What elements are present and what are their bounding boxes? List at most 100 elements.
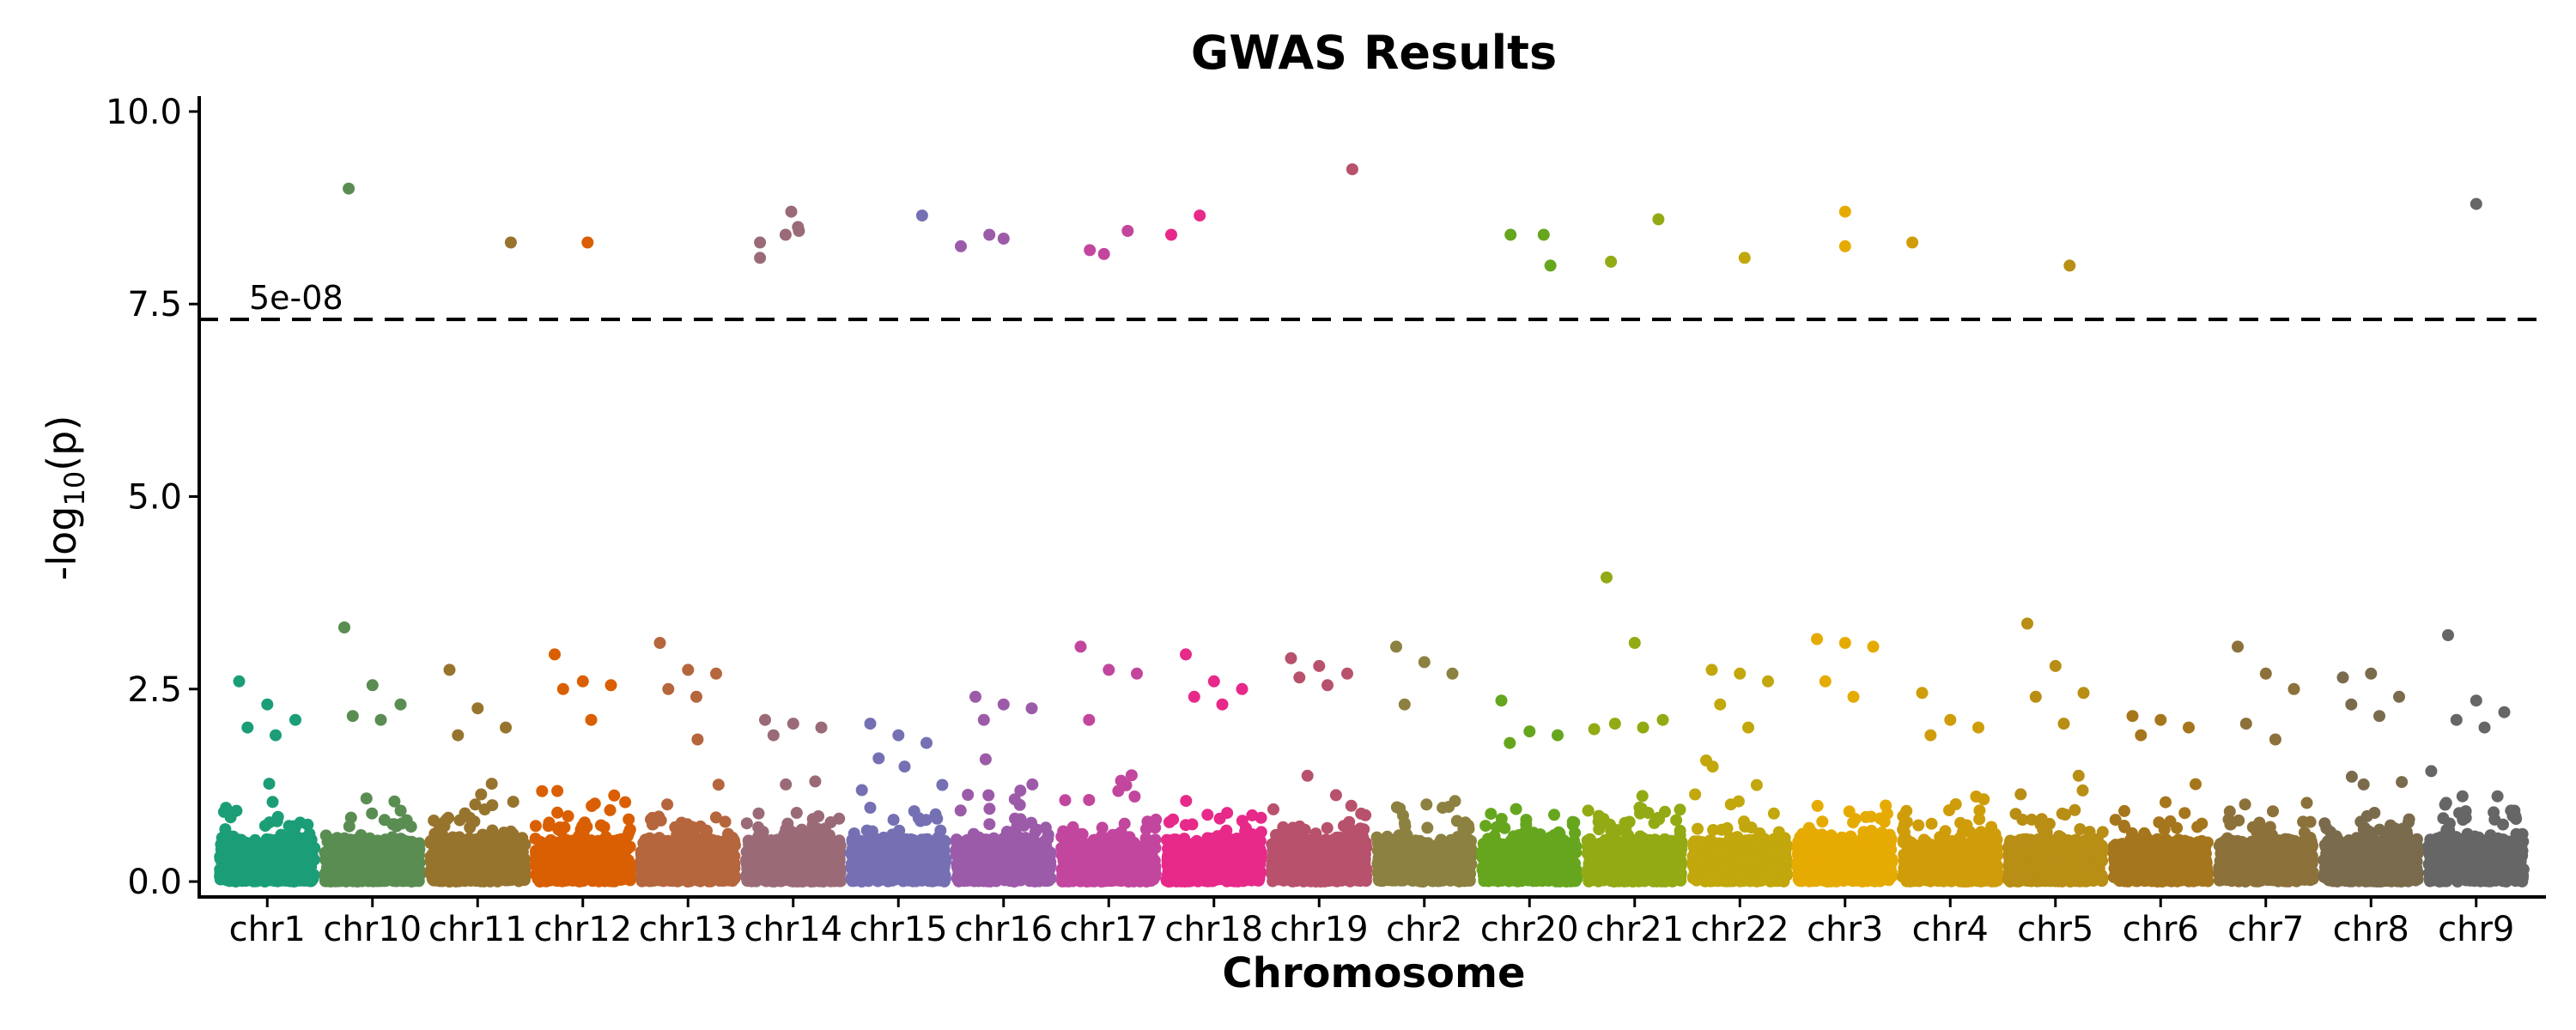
snp-point [298, 860, 311, 873]
snp-point [598, 821, 611, 833]
snp-point [428, 815, 440, 827]
snp-point [390, 820, 403, 833]
snp-point [654, 851, 667, 863]
snp-point [374, 864, 387, 877]
snp-point [442, 863, 455, 876]
snp-point [577, 857, 590, 869]
snp-point [983, 818, 996, 831]
snp-point [659, 869, 671, 882]
snp-point [683, 827, 696, 840]
snp-point [1149, 821, 1162, 834]
snp-point [588, 839, 600, 852]
snp-point [331, 832, 343, 845]
snp-point [236, 869, 249, 882]
snp-point [611, 857, 623, 869]
snp-point [599, 831, 612, 844]
snp-point [287, 855, 300, 868]
snp-point [696, 866, 709, 879]
snp-point [440, 813, 453, 826]
snp-point [898, 760, 911, 773]
snp-point [623, 813, 635, 826]
snp-point [507, 796, 519, 809]
snp-point [848, 827, 860, 839]
snp-point [289, 822, 301, 835]
snp-point [388, 795, 401, 808]
snp-point [1125, 769, 1138, 782]
snp-point [792, 872, 805, 885]
snp-point [933, 846, 946, 859]
snp-point [396, 868, 409, 881]
snp-point [545, 851, 557, 863]
snp-point [257, 845, 270, 857]
snp-point [1013, 798, 1026, 811]
snp-point [889, 873, 902, 886]
snp-point [258, 820, 271, 833]
snp-point [752, 821, 765, 833]
snp-point [216, 842, 229, 855]
snp-point [355, 829, 368, 841]
snp-point [366, 807, 379, 820]
snp-point [468, 815, 481, 828]
snp-point [293, 839, 306, 852]
snp-point [672, 830, 685, 843]
snp-point [723, 845, 736, 857]
snp-point [971, 866, 984, 879]
snp-point [1028, 834, 1041, 847]
snp-point [918, 871, 931, 884]
chromosome-group-chr15 [845, 760, 952, 888]
snp-point [263, 778, 276, 791]
chromosome-group-chr16 [950, 753, 1057, 888]
snp-point [964, 835, 977, 848]
snp-point [599, 852, 612, 865]
snp-point [219, 823, 232, 836]
snp-point [463, 832, 476, 845]
snp-point [1026, 778, 1039, 791]
snp-point [934, 824, 947, 837]
chromosome-group-chr11 [424, 778, 532, 888]
snp-point [329, 875, 342, 888]
snp-point [920, 814, 933, 827]
snp-point [353, 868, 366, 881]
snp-point [781, 817, 794, 830]
snp-point [354, 856, 367, 869]
snp-point [760, 875, 773, 888]
snp-point [1014, 785, 1027, 797]
snp-point [410, 854, 422, 867]
snp-point [896, 839, 909, 851]
snp-point [712, 779, 725, 791]
snp-point [714, 859, 726, 872]
snp-point [621, 858, 633, 871]
snp-point [530, 859, 542, 872]
snp-point [1068, 841, 1081, 854]
snp-point [708, 871, 721, 884]
snp-point [648, 872, 661, 885]
snp-point [534, 875, 547, 888]
snp-point [752, 807, 765, 820]
snp-point [232, 833, 244, 846]
snp-point [779, 830, 792, 843]
snp-point [853, 855, 866, 868]
snp-point [1007, 842, 1020, 855]
snp-point [604, 803, 617, 816]
snp-point [671, 865, 683, 878]
snp-point [251, 873, 264, 885]
snp-point [427, 851, 440, 864]
snp-point [303, 827, 316, 840]
snp-point [983, 803, 996, 815]
snp-point [562, 809, 574, 822]
snp-point [217, 871, 230, 884]
chromosome-group-chr10 [319, 792, 426, 888]
snp-point [780, 778, 793, 791]
snp-point [874, 839, 887, 852]
snp-point [266, 796, 279, 809]
snp-point [354, 841, 366, 854]
snp-point [495, 833, 507, 846]
snp-point [915, 833, 928, 846]
snp-point [795, 823, 808, 836]
snp-point [833, 812, 846, 825]
snp-point [400, 839, 413, 852]
snp-point [228, 847, 240, 860]
snp-point [608, 789, 621, 802]
snp-point [681, 876, 694, 888]
snp-point [551, 785, 564, 797]
